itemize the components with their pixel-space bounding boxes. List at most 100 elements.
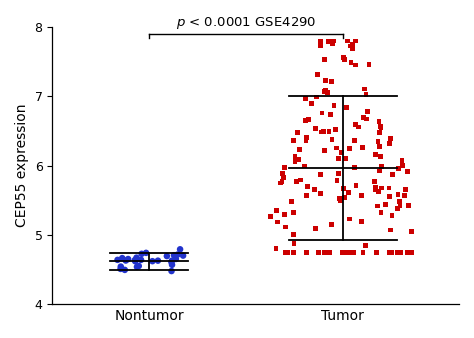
Point bbox=[360, 115, 367, 120]
Point bbox=[168, 258, 176, 263]
Point bbox=[333, 145, 340, 151]
Point bbox=[386, 249, 394, 255]
Point bbox=[375, 119, 383, 124]
Point bbox=[176, 247, 184, 252]
Point bbox=[395, 166, 402, 171]
Point bbox=[168, 259, 175, 265]
Point bbox=[352, 62, 359, 68]
Point bbox=[336, 196, 343, 201]
Point bbox=[378, 164, 385, 169]
Point bbox=[394, 249, 401, 255]
Point bbox=[335, 170, 343, 176]
Point bbox=[325, 39, 332, 45]
Point bbox=[349, 42, 356, 47]
Point bbox=[280, 174, 287, 180]
Point bbox=[358, 218, 365, 224]
Point bbox=[335, 156, 342, 162]
Point bbox=[385, 185, 393, 191]
Point bbox=[272, 246, 280, 251]
Point bbox=[278, 179, 286, 185]
Point bbox=[350, 249, 358, 255]
Point bbox=[395, 199, 403, 204]
Point bbox=[405, 202, 412, 208]
Point bbox=[365, 62, 373, 67]
Point bbox=[291, 159, 299, 164]
Point bbox=[295, 157, 302, 163]
Point bbox=[376, 168, 383, 174]
Point bbox=[331, 126, 339, 132]
Point bbox=[124, 256, 132, 262]
Point bbox=[337, 198, 345, 203]
Point bbox=[325, 129, 333, 134]
Point bbox=[404, 169, 411, 174]
Point bbox=[355, 124, 362, 130]
Point bbox=[376, 143, 383, 149]
Point bbox=[352, 183, 360, 188]
Point bbox=[396, 203, 404, 208]
Point bbox=[304, 184, 311, 189]
Point bbox=[342, 155, 349, 161]
Point bbox=[163, 254, 171, 259]
Point bbox=[372, 185, 379, 190]
Point bbox=[398, 158, 406, 163]
Point bbox=[282, 224, 289, 230]
Point bbox=[401, 187, 409, 192]
Point bbox=[377, 154, 384, 159]
Point bbox=[290, 249, 297, 255]
Point bbox=[114, 257, 121, 263]
Point bbox=[373, 249, 380, 255]
Text: $p$ < 0.0001 GSE4290: $p$ < 0.0001 GSE4290 bbox=[176, 15, 316, 31]
Point bbox=[273, 208, 280, 213]
Point bbox=[377, 210, 385, 215]
Point bbox=[295, 147, 303, 152]
Point bbox=[341, 249, 348, 255]
Point bbox=[174, 252, 182, 257]
Point bbox=[154, 258, 162, 263]
Point bbox=[388, 213, 396, 218]
Point bbox=[377, 124, 384, 129]
Point bbox=[370, 179, 378, 184]
Point bbox=[118, 256, 126, 261]
Point bbox=[149, 259, 156, 264]
Point bbox=[374, 139, 382, 144]
Point bbox=[394, 192, 401, 197]
Point bbox=[382, 202, 389, 208]
Point bbox=[308, 101, 316, 106]
Point bbox=[290, 232, 297, 237]
Point bbox=[290, 137, 297, 143]
Point bbox=[330, 102, 338, 108]
Point bbox=[133, 255, 140, 260]
Point bbox=[320, 148, 328, 153]
Point bbox=[302, 118, 310, 123]
Point bbox=[317, 43, 324, 48]
Point bbox=[131, 257, 139, 263]
Point bbox=[322, 78, 329, 83]
Point bbox=[375, 189, 383, 194]
Point bbox=[342, 249, 350, 255]
Point bbox=[345, 190, 352, 195]
Point bbox=[326, 38, 334, 44]
Point bbox=[282, 249, 290, 255]
Point bbox=[317, 172, 324, 177]
Point bbox=[339, 55, 347, 60]
Point bbox=[386, 141, 393, 146]
Point bbox=[386, 227, 394, 233]
Point bbox=[387, 136, 394, 141]
Point bbox=[342, 104, 350, 110]
Point bbox=[364, 109, 371, 114]
Point bbox=[328, 137, 336, 142]
Point bbox=[294, 130, 301, 135]
Point bbox=[374, 203, 382, 209]
Point bbox=[168, 262, 176, 267]
Point bbox=[281, 212, 288, 217]
Point bbox=[397, 249, 404, 255]
Point bbox=[321, 249, 329, 255]
Point bbox=[324, 90, 332, 95]
Point bbox=[347, 249, 355, 255]
Point bbox=[333, 178, 341, 183]
Point bbox=[372, 187, 379, 193]
Point bbox=[320, 57, 328, 63]
Y-axis label: CEP55 expression: CEP55 expression bbox=[15, 104, 29, 227]
Point bbox=[351, 138, 358, 143]
Point bbox=[293, 179, 301, 184]
